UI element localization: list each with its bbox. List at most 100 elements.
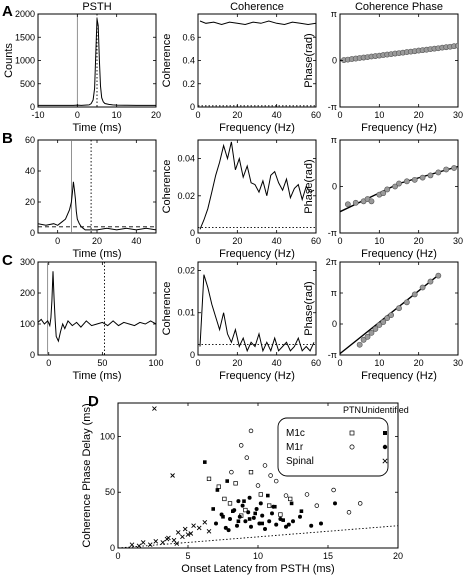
phase-point <box>392 183 398 190</box>
m1c-ptn-point <box>258 492 263 497</box>
phase-point <box>352 199 359 206</box>
m1r-unidentified-point <box>228 517 232 521</box>
m1c-unidentified-point <box>236 519 241 524</box>
data-series-line <box>38 181 156 231</box>
data-series-line <box>38 271 156 343</box>
y-tick-label: 20 <box>25 197 35 207</box>
m1r-ptn-point <box>238 443 244 448</box>
m1r-unidentified-point <box>232 508 237 513</box>
phase-point <box>443 166 450 173</box>
m1r-unidentified-point <box>263 527 267 532</box>
y-tick-label: 100 <box>100 431 115 441</box>
phase-point <box>403 178 410 185</box>
m1r-unidentified-point <box>278 517 283 521</box>
x-tick-label: 60 <box>311 236 321 246</box>
x-tick-label: 0 <box>75 110 80 120</box>
plot-area <box>118 406 398 548</box>
y-tick-label: 0 <box>332 182 337 192</box>
plot-area <box>340 42 458 63</box>
m1r-ptn-point <box>283 493 289 498</box>
m1r-ptn-point <box>346 510 352 515</box>
phase-point <box>411 176 418 183</box>
m1r-ptn-point <box>255 483 261 488</box>
y-tick-label: 0.2 <box>182 79 195 89</box>
x-axis-label: Frequency (Hz) <box>361 248 437 260</box>
x-tick-label: 0 <box>337 358 342 368</box>
m1r-unidentified-point <box>267 519 272 524</box>
axes-frame <box>197 261 317 356</box>
axes-frame <box>339 261 459 356</box>
x-tick-label: 30 <box>453 236 463 246</box>
x-tick-label: 30 <box>453 110 463 120</box>
m1r-unidentified-point <box>333 501 337 506</box>
y-tick-label: 0 <box>30 228 35 238</box>
m1c-ptn-point <box>278 512 283 517</box>
x-tick-label: 10 <box>374 236 384 246</box>
phase-point <box>435 169 442 176</box>
panel-letter-c: C <box>2 252 13 269</box>
m1c-unidentified-point <box>253 511 257 516</box>
x-tick-label: -10 <box>31 110 44 120</box>
x-axis-label: Frequency (Hz) <box>361 122 437 134</box>
y-axis-label: Coherence <box>161 160 173 214</box>
y-tick-label: 0.4 <box>182 56 195 66</box>
y-tick-label: 0.6 <box>182 32 195 42</box>
spinal-point-b <box>175 530 181 535</box>
data-series-line <box>199 274 315 353</box>
phase-point <box>419 284 426 291</box>
phase-point <box>451 165 457 171</box>
y-tick-label: -π <box>328 102 337 112</box>
axes-frame <box>197 13 317 108</box>
x-tick-label: 50 <box>97 358 107 368</box>
spinal-point-b <box>188 531 194 536</box>
x-tick-label: 10 <box>374 358 384 368</box>
spinal-point-b <box>206 528 212 534</box>
legend-spinal-b <box>382 458 388 464</box>
data-series-line <box>199 20 316 26</box>
phase-point <box>368 329 375 336</box>
m1r-unidentified-point <box>274 522 279 527</box>
m1c-unidentified-point <box>299 509 304 513</box>
unity-line <box>118 525 398 548</box>
x-tick-label: 20 <box>414 236 424 246</box>
phase-point <box>384 315 391 321</box>
x-axis-label: Frequency (Hz) <box>361 370 437 382</box>
m1c-unidentified-point <box>242 499 246 503</box>
spinal-point-b <box>160 540 166 545</box>
x-tick-label: 0 <box>55 236 60 246</box>
x-axis-label: Time (ms) <box>72 122 121 134</box>
m1r-unidentified-point <box>219 512 224 517</box>
plot-area <box>38 14 156 107</box>
m1r-unidentified-point <box>223 525 228 530</box>
x-tick-label: 10 <box>112 110 122 120</box>
panel-c2: 0 20 40 60 0 0.01 0.02 Frequency (Hz) Coherence <box>161 261 321 382</box>
y-tick-label: 0.02 <box>177 265 195 275</box>
x-tick-label: 20 <box>151 110 161 120</box>
m1c-unidentified-point <box>260 521 264 526</box>
y-tick-label: 1500 <box>15 32 35 42</box>
x-tick-label: 5 <box>185 551 190 561</box>
m1c-ptn-point <box>233 481 238 486</box>
m1r-unidentified-point <box>309 523 314 528</box>
m1c-ptn-point <box>248 470 254 475</box>
plot-area <box>38 262 156 355</box>
phase-point <box>396 305 402 312</box>
panel-a2: Coherence 0 20 40 60 0 0.2 0.4 0.6 Frequency (Hz)… <box>161 1 321 134</box>
phase-point <box>380 319 387 325</box>
m1r-unidentified-point <box>298 514 302 519</box>
legend-col-header: PTN <box>343 405 361 415</box>
m1r-unidentified-point <box>271 504 276 509</box>
m1r-unidentified-point <box>214 521 218 526</box>
phase-point <box>411 291 418 298</box>
panel-letter-b: B <box>2 130 13 147</box>
plot-area <box>38 140 156 233</box>
spinal-point-b <box>180 534 185 540</box>
m1c-unidentified-point <box>225 479 229 483</box>
m1r-unidentified-point <box>251 515 256 520</box>
phase-point <box>372 326 379 332</box>
y-tick-label: 0 <box>332 56 337 66</box>
spinal-point-b <box>182 526 188 532</box>
